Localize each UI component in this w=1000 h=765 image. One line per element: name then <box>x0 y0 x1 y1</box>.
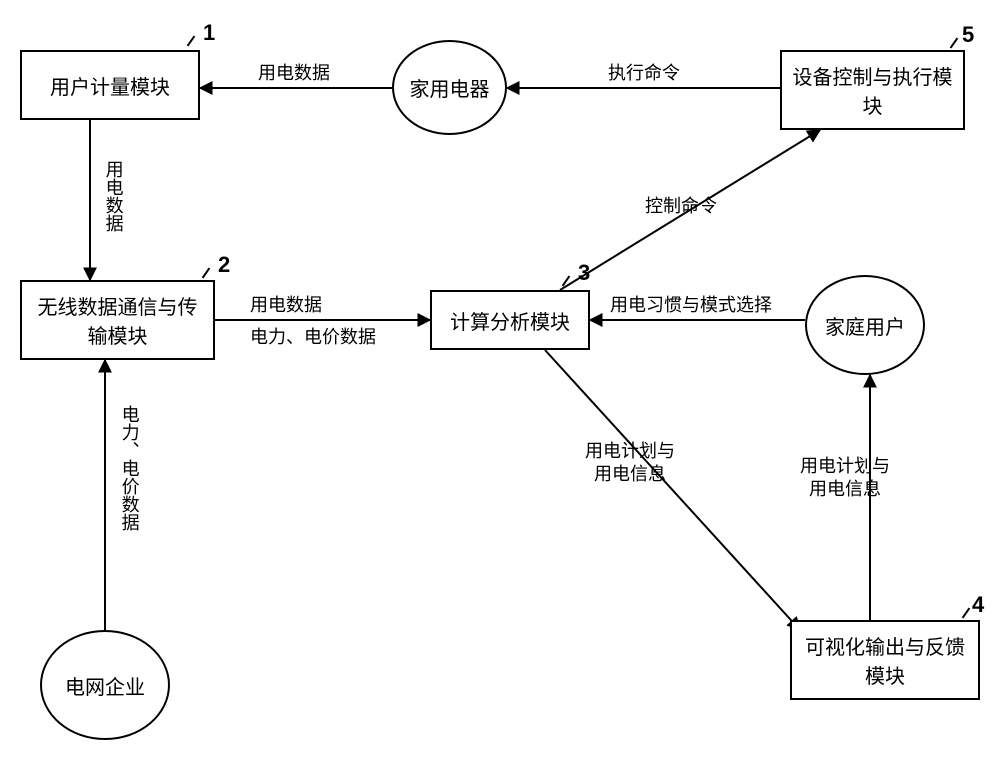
node-label: 可视化输出与反馈模块 <box>798 631 972 689</box>
callout-tick <box>202 268 211 279</box>
edge-label: 执行命令 <box>608 62 680 85</box>
callout-tick <box>962 608 971 619</box>
callout-tick <box>950 38 959 49</box>
node-label: 家庭用户 <box>825 311 905 340</box>
edge-label: 用电数据 <box>250 294 322 317</box>
node-label: 电网企业 <box>65 671 145 700</box>
node-label: 家用电器 <box>410 73 490 102</box>
edge-label: 用电数据 <box>102 160 124 232</box>
edge-label: 控制命令 <box>645 195 717 218</box>
node-grid: 电网企业 <box>40 630 170 740</box>
node-n3: 计算分析模块 <box>430 290 590 350</box>
node-label: 用户计量模块 <box>50 71 170 100</box>
node-user: 家庭用户 <box>805 275 925 375</box>
edge-n3-n4 <box>545 350 800 630</box>
node-number-n1: 1 <box>203 20 215 46</box>
node-label: 无线数据通信与传输模块 <box>28 291 207 349</box>
callout-tick <box>562 276 571 287</box>
callout-tick <box>187 36 196 47</box>
node-n1: 用户计量模块 <box>20 50 200 120</box>
edge-label: 电力、电价数据 <box>118 405 140 531</box>
edge-label: 电力、电价数据 <box>250 326 376 349</box>
node-number-n5: 5 <box>962 22 974 48</box>
node-label: 计算分析模块 <box>450 306 570 335</box>
edge-label: 用电计划与 用电信息 <box>800 455 890 502</box>
node-label: 设备控制与执行模块 <box>788 61 957 119</box>
node-number-n2: 2 <box>218 252 230 278</box>
node-appliance: 家用电器 <box>392 40 507 135</box>
node-number-n4: 4 <box>972 592 984 618</box>
edge-label: 用电习惯与模式选择 <box>610 294 772 317</box>
edge-label: 用电数据 <box>258 62 330 85</box>
edge-label: 用电计划与 用电信息 <box>585 440 675 487</box>
node-n2: 无线数据通信与传输模块 <box>20 280 215 360</box>
node-n5: 设备控制与执行模块 <box>780 50 965 130</box>
node-n4: 可视化输出与反馈模块 <box>790 620 980 700</box>
node-number-n3: 3 <box>578 260 590 286</box>
